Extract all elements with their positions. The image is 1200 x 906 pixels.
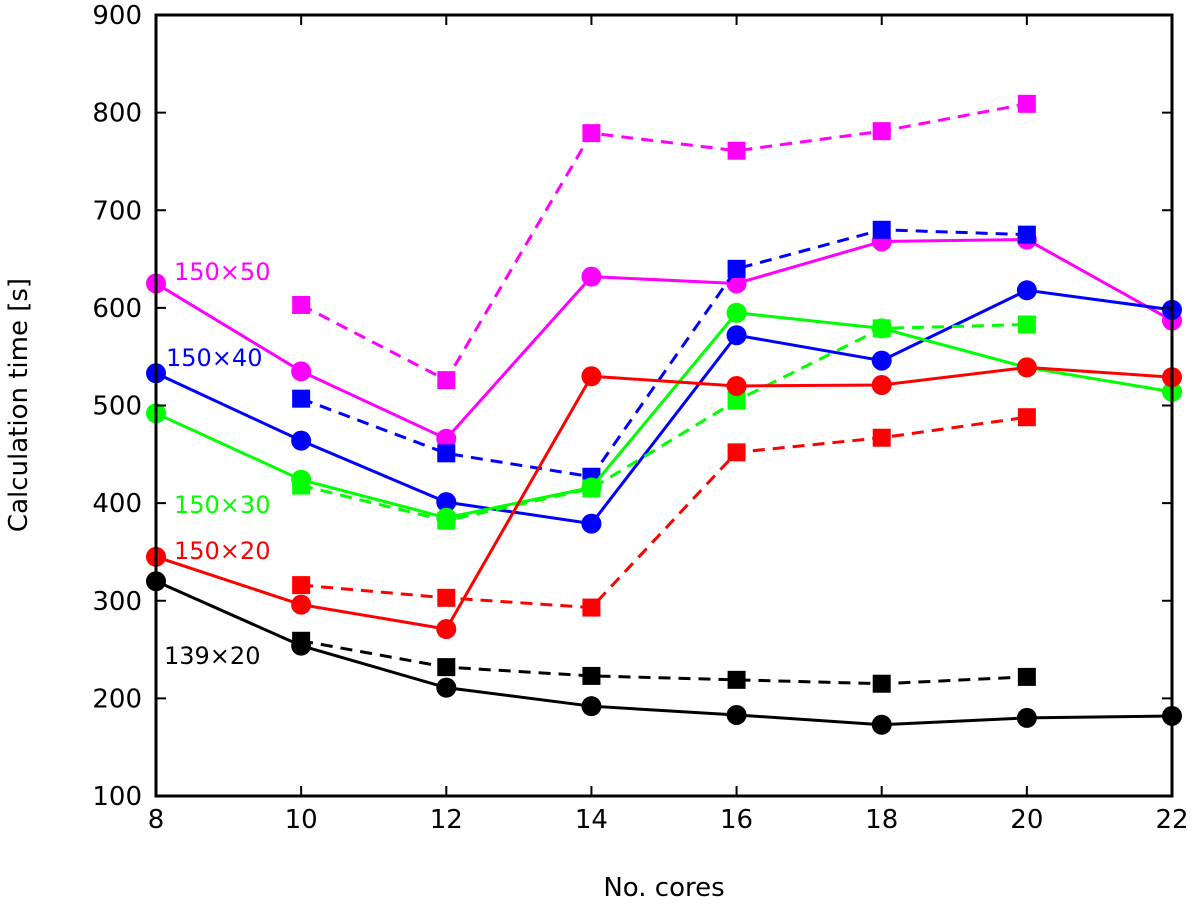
series-layer (146, 94, 1182, 735)
series-label: 139×20 (164, 642, 260, 670)
series-dashed-line (301, 415, 1028, 610)
circle-marker (726, 325, 747, 346)
circle-marker (581, 513, 602, 534)
x-tick-label: 14 (575, 805, 608, 835)
circle-marker (726, 302, 747, 323)
y-tick-label: 900 (92, 1, 142, 31)
series-label: 150×20 (174, 537, 270, 565)
square-marker (727, 141, 746, 160)
y-tick-label: 400 (92, 489, 142, 519)
x-tick-label: 10 (285, 805, 318, 835)
square-marker (582, 598, 601, 617)
x-tick-label: 18 (865, 805, 898, 835)
square-marker (1017, 667, 1036, 686)
square-marker (582, 124, 601, 143)
square-marker (872, 220, 891, 239)
circle-marker (581, 477, 602, 498)
series-139×20 (146, 571, 1182, 735)
y-tick-label: 200 (92, 684, 142, 714)
square-marker (1017, 315, 1036, 334)
series-dashed-line (300, 228, 1027, 479)
circle-marker (581, 366, 602, 387)
x-tick-label: 22 (1155, 805, 1188, 835)
series-solid-line (155, 579, 1173, 727)
square-marker (437, 444, 456, 463)
circle-marker (871, 714, 892, 735)
x-tick-label: 16 (720, 805, 753, 835)
square-marker (292, 576, 311, 595)
square-marker (727, 670, 746, 689)
square-marker (727, 391, 746, 410)
square-marker (437, 658, 456, 677)
square-marker (727, 259, 746, 278)
square-marker (727, 443, 746, 462)
circle-marker (871, 318, 892, 339)
circle-marker (291, 361, 312, 382)
series-solid-line (155, 288, 1173, 526)
series-dashed-line (300, 322, 1027, 523)
series-150×20 (146, 357, 1182, 640)
square-marker (1017, 225, 1036, 244)
series-dashed-line (300, 639, 1027, 686)
circle-marker (436, 677, 457, 698)
circle-marker (1016, 280, 1037, 301)
circle-marker (436, 619, 457, 640)
square-marker (437, 588, 456, 607)
circle-marker (291, 594, 312, 615)
y-tick-label: 800 (92, 99, 142, 129)
series-solid-line (155, 238, 1173, 441)
y-axis-title: Calculation time [s] (4, 278, 34, 532)
series-label: 150×50 (174, 258, 270, 286)
x-tick-label: 12 (430, 805, 463, 835)
y-tick-label: 100 (92, 782, 142, 812)
circle-marker (581, 266, 602, 287)
tick-layer: 8 10 12 14 16 18 20 22 100 200 300 400 500 600 700 800 9… (92, 1, 1188, 835)
series-label-layer: 150×50 150×40 150×30 150×20 139×20 (164, 258, 270, 670)
square-marker (872, 122, 891, 141)
y-tick-label: 600 (92, 294, 142, 324)
square-marker (582, 666, 601, 685)
series-dashed-line (300, 102, 1028, 383)
series-solid-line (155, 311, 1173, 520)
circle-marker (291, 469, 312, 490)
y-tick-label: 500 (92, 392, 142, 422)
x-tick-label: 20 (1010, 805, 1043, 835)
circle-marker (871, 350, 892, 371)
y-tick-label: 300 (92, 587, 142, 617)
series-150×50 (146, 94, 1182, 449)
circle-marker (291, 430, 312, 451)
circle-marker (436, 507, 457, 528)
x-tick-label: 8 (148, 805, 165, 835)
circle-marker (1016, 707, 1037, 728)
series-label: 150×40 (166, 344, 262, 372)
series-solid-line (155, 365, 1173, 631)
square-marker (1017, 94, 1036, 113)
circle-marker (726, 375, 747, 396)
circle-marker (1016, 357, 1037, 378)
circle-marker (436, 492, 457, 513)
y-tick-label: 700 (92, 196, 142, 226)
square-marker (1017, 408, 1036, 427)
square-marker (292, 389, 311, 408)
series-label: 150×30 (174, 491, 270, 519)
circle-marker (871, 374, 892, 395)
circle-marker (436, 428, 457, 449)
circle-marker (726, 704, 747, 725)
square-marker (872, 674, 891, 693)
series-150×40 (146, 220, 1182, 534)
square-marker (437, 371, 456, 390)
square-marker (292, 295, 311, 314)
square-marker (872, 428, 891, 447)
circle-marker (581, 696, 602, 717)
circle-marker (291, 635, 312, 656)
x-axis-title: No. cores (603, 873, 724, 903)
